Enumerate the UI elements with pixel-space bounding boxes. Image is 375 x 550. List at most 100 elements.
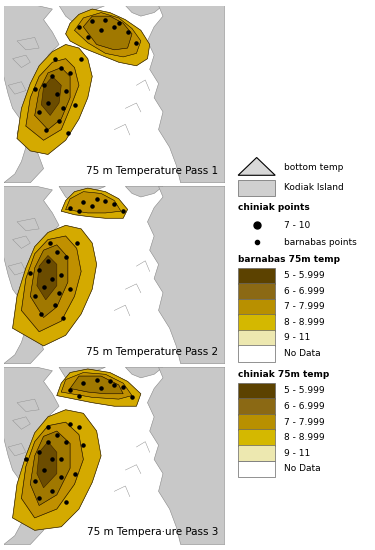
Polygon shape — [17, 37, 39, 50]
Text: 75 m Temperature Pass 2: 75 m Temperature Pass 2 — [86, 346, 218, 356]
Polygon shape — [66, 9, 150, 66]
Point — [124, 28, 130, 36]
Point — [36, 448, 42, 456]
Point — [38, 310, 44, 318]
Polygon shape — [26, 59, 79, 140]
Text: 7 - 10: 7 - 10 — [284, 221, 310, 230]
Text: chiniak 75m temp: chiniak 75m temp — [238, 370, 329, 379]
Point — [94, 375, 100, 384]
Polygon shape — [13, 410, 101, 530]
Point — [63, 253, 69, 262]
FancyBboxPatch shape — [238, 414, 275, 430]
Text: 5 - 5.999: 5 - 5.999 — [284, 271, 324, 280]
Point — [76, 391, 82, 400]
Polygon shape — [83, 16, 132, 50]
Point — [111, 23, 117, 31]
Point — [116, 19, 122, 28]
Polygon shape — [125, 367, 163, 378]
Polygon shape — [125, 186, 163, 197]
Point — [54, 248, 60, 256]
Polygon shape — [13, 226, 97, 346]
Polygon shape — [125, 6, 163, 16]
Polygon shape — [147, 186, 225, 364]
Point — [45, 256, 51, 265]
Point — [63, 86, 69, 95]
Point — [65, 129, 71, 138]
Point — [67, 68, 73, 77]
Point — [58, 271, 64, 279]
Point — [111, 200, 117, 208]
Polygon shape — [8, 82, 26, 94]
Polygon shape — [66, 191, 121, 213]
Point — [47, 239, 53, 248]
Point — [50, 455, 55, 464]
Point — [72, 101, 78, 109]
Polygon shape — [8, 262, 26, 275]
Polygon shape — [61, 372, 132, 399]
Text: 5 - 5.999: 5 - 5.999 — [284, 387, 324, 395]
Point — [58, 473, 64, 482]
Point — [76, 207, 82, 216]
Point — [76, 23, 82, 31]
Point — [36, 494, 42, 503]
Point — [36, 107, 42, 116]
FancyBboxPatch shape — [238, 398, 275, 415]
FancyBboxPatch shape — [238, 299, 275, 315]
Polygon shape — [75, 13, 141, 57]
Text: 75 m Temperature Pass 1: 75 m Temperature Pass 1 — [86, 166, 218, 175]
Point — [107, 377, 113, 386]
Polygon shape — [59, 186, 105, 207]
Polygon shape — [35, 68, 70, 130]
Point — [40, 283, 46, 292]
Point — [80, 198, 86, 207]
Point — [40, 466, 46, 475]
FancyBboxPatch shape — [238, 283, 275, 299]
Point — [60, 313, 66, 322]
Point — [58, 455, 64, 464]
Point — [56, 117, 62, 125]
Polygon shape — [61, 188, 128, 218]
Polygon shape — [57, 369, 141, 406]
Point — [52, 54, 58, 63]
Point — [63, 437, 69, 446]
Polygon shape — [13, 236, 30, 249]
Point — [32, 85, 38, 94]
Polygon shape — [4, 6, 59, 183]
Polygon shape — [17, 399, 39, 411]
Point — [45, 437, 51, 446]
Point — [23, 455, 29, 464]
Point — [56, 288, 62, 297]
Polygon shape — [17, 45, 92, 155]
Text: 6 - 6.999: 6 - 6.999 — [284, 287, 324, 296]
Polygon shape — [59, 367, 105, 388]
Point — [50, 274, 55, 283]
Point — [85, 33, 91, 42]
Polygon shape — [21, 422, 83, 518]
Point — [94, 194, 100, 203]
FancyBboxPatch shape — [238, 430, 275, 446]
FancyBboxPatch shape — [238, 345, 275, 361]
Point — [52, 301, 58, 310]
FancyBboxPatch shape — [238, 315, 275, 331]
Point — [89, 17, 95, 26]
Point — [50, 72, 55, 81]
Point — [129, 393, 135, 402]
Polygon shape — [13, 417, 30, 429]
Point — [102, 196, 108, 205]
Point — [67, 386, 73, 395]
Polygon shape — [30, 245, 68, 317]
FancyBboxPatch shape — [238, 383, 275, 399]
Point — [43, 125, 49, 134]
Point — [45, 98, 51, 107]
FancyBboxPatch shape — [238, 460, 275, 477]
Polygon shape — [238, 157, 275, 175]
FancyBboxPatch shape — [238, 445, 275, 461]
Point — [32, 476, 38, 485]
Point — [134, 39, 140, 47]
Text: 7 - 7.999: 7 - 7.999 — [284, 302, 324, 311]
Polygon shape — [17, 218, 39, 230]
Polygon shape — [13, 55, 30, 68]
Polygon shape — [41, 76, 61, 116]
Polygon shape — [30, 431, 70, 505]
Polygon shape — [147, 367, 225, 544]
